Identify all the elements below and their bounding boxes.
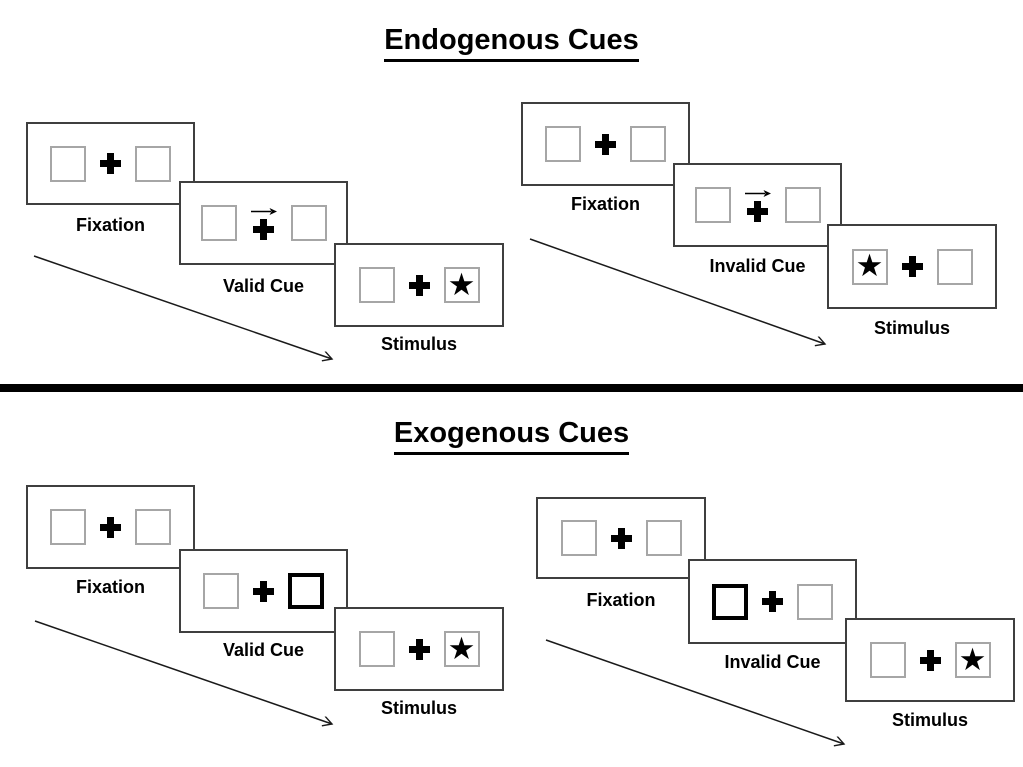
panel-label: Valid Cue [222,640,305,660]
left-placeholder-box [545,126,581,162]
star-target-icon: ★ [855,248,884,283]
left-placeholder-box [560,520,597,556]
right-target-box: ★ [443,266,480,303]
right-placeholder-box [135,145,171,182]
endogenous-valid-stimulus-panel: ★ [334,243,504,327]
panel-label: Fixation [570,194,640,214]
left-placeholder-box [50,145,86,182]
left-placeholder-box [694,187,731,223]
fixation-cross-icon [408,274,430,296]
star-target-icon: ★ [447,266,476,302]
right-target-box: ★ [443,630,480,667]
left-placeholder-box [358,267,395,303]
section-title-endogenous: Endogenous Cues [0,24,1023,62]
fixation-cross-icon [253,218,274,240]
panel-label: Fixation [75,577,145,597]
exogenous-invalid-stimulus-panel: ★ [845,618,1015,702]
left-highlighted-cue-box [712,583,748,620]
section-divider [0,384,1023,392]
fixation-cross-icon [610,527,632,549]
panel-label: Invalid Cue [709,256,806,276]
right-placeholder-box [135,509,171,545]
endogenous-invalid-cue-panel [673,163,842,247]
fixation-cross-icon [901,256,923,277]
fixation-cross-icon [747,200,768,222]
timeline-arrow-endogenous-valid [33,255,332,359]
panel-label: Fixation [586,590,656,610]
fixation-cross-icon [408,638,430,660]
fixation-cross-icon [253,580,274,602]
central-cue-group [250,207,277,240]
fixation-cross-icon [100,153,121,174]
left-placeholder-box [869,642,906,678]
exogenous-valid-stimulus-panel: ★ [334,607,504,691]
exogenous-valid-fixation-panel [26,485,195,569]
endogenous-invalid-stimulus-panel: ★ [827,224,997,309]
endogenous-invalid-fixation-panel [521,102,690,186]
star-target-icon: ★ [958,641,987,677]
exogenous-title-text: Exogenous Cues [393,417,630,455]
exogenous-invalid-cue-panel [688,559,857,644]
panel-label: Stimulus [380,334,457,354]
star-target-icon: ★ [447,630,476,666]
right-placeholder-box [797,583,833,620]
right-target-box: ★ [954,641,991,678]
right-placeholder-box [936,248,973,285]
timeline-arrow-exogenous-valid [34,620,332,724]
timeline-arrow-endogenous-invalid [529,238,825,344]
right-arrow-icon [250,207,277,215]
left-placeholder-box [50,509,86,545]
right-placeholder-box [630,126,666,162]
left-placeholder-box [203,573,239,609]
panel-label: Stimulus [380,698,457,718]
fixation-cross-icon [100,516,121,538]
central-cue-group [744,189,771,222]
exogenous-valid-cue-panel [179,549,348,633]
endogenous-valid-cue-panel [179,181,348,265]
fixation-cross-icon [919,649,941,671]
panel-label: Fixation [75,215,145,235]
left-placeholder-box [358,631,395,667]
right-arrow-icon [744,189,771,197]
panel-label: Invalid Cue [724,652,821,672]
endogenous-title-text: Endogenous Cues [384,24,639,62]
timeline-arrow-exogenous-invalid [545,639,844,744]
right-placeholder-box [645,520,682,556]
left-target-box: ★ [851,248,888,285]
endogenous-valid-fixation-panel [26,122,195,205]
section-title-exogenous: Exogenous Cues [0,417,1023,455]
exogenous-invalid-fixation-panel [536,497,706,579]
fixation-cross-icon [762,591,783,612]
right-placeholder-box [784,187,821,223]
panel-label: Stimulus [891,710,968,730]
panel-label: Stimulus [873,318,950,338]
fixation-cross-icon [595,133,616,155]
left-placeholder-box [200,205,237,241]
right-placeholder-box [290,205,327,241]
panel-label: Valid Cue [222,276,305,296]
right-highlighted-cue-box [288,573,324,609]
